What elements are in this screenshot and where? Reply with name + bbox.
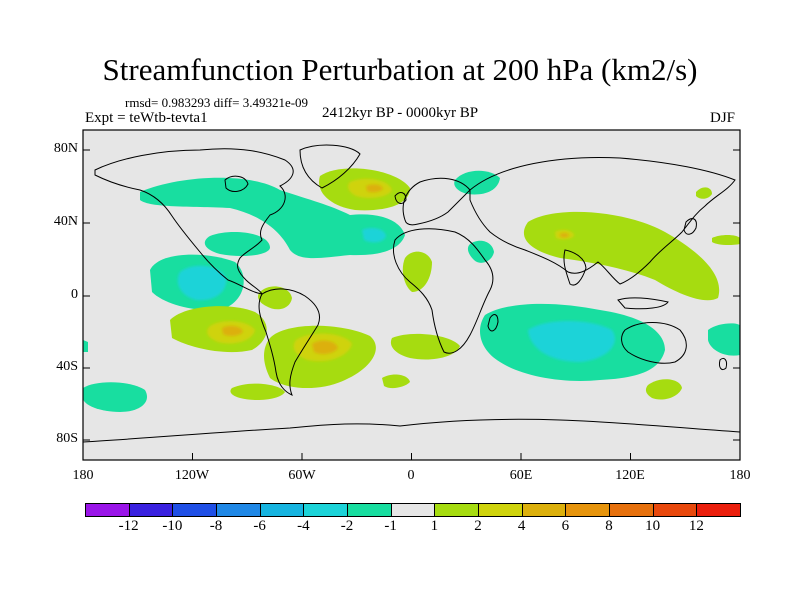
coastline-australia — [621, 322, 687, 364]
y-tick-label: 40N — [53, 214, 78, 229]
chart-title: Streamfunction Perturbation at 200 hPa (… — [102, 52, 698, 87]
coastline-north-america — [94, 148, 294, 295]
anomaly-region — [83, 340, 88, 352]
x-tick-label: 120W — [174, 468, 210, 483]
anomaly-region — [204, 232, 270, 256]
anomaly-region — [696, 187, 712, 199]
colorbar-swatch — [521, 503, 567, 517]
coastline-uk — [394, 192, 407, 204]
anomaly-region — [454, 170, 500, 195]
anomaly-region — [140, 177, 405, 259]
colorbar-swatch — [128, 503, 174, 517]
colorbar-label: 2 — [474, 518, 482, 534]
y-tick-label: 80N — [53, 141, 78, 156]
colorbar-swatch — [434, 503, 479, 517]
colorbar-swatch — [216, 503, 261, 517]
x-tick-label: 180 — [72, 468, 94, 483]
anomaly-region — [230, 383, 285, 400]
stats-label: rmsd= 0.983293 diff= 3.49321e-09 — [125, 95, 309, 110]
coastline-indonesia — [617, 297, 669, 310]
colorbar-swatch — [347, 503, 392, 517]
negative-core-regions — [177, 228, 615, 362]
negative-anomaly-regions — [83, 170, 740, 412]
colorbar-swatch — [303, 503, 348, 517]
anomaly-region — [708, 323, 740, 356]
colorbar-swatch — [259, 503, 305, 517]
colorbar-swatch — [85, 503, 130, 517]
coastline-south-america — [258, 288, 320, 396]
coastline-asia — [469, 157, 736, 285]
colorbar-label: -12 — [118, 518, 139, 534]
colorbar-swatch — [390, 503, 436, 517]
colorbar-swatch — [652, 503, 698, 517]
experiment-label: Expt = teWtb-tevta1 — [85, 110, 208, 126]
colorbar-label: 12 — [688, 518, 704, 534]
coastline-india — [563, 249, 587, 286]
colorbar-label: 8 — [605, 518, 613, 534]
x-tick-label: 0 — [407, 468, 415, 483]
colorbar-swatch — [565, 503, 610, 517]
anomaly-region — [390, 333, 460, 360]
colorbar-label: -8 — [209, 518, 223, 534]
anomaly-core — [177, 265, 227, 301]
anomaly-core — [528, 321, 615, 362]
anomaly-core — [362, 228, 386, 243]
anomaly-region — [83, 382, 148, 412]
x-tick-label: 60W — [288, 468, 316, 483]
coastlines — [83, 144, 740, 443]
colorbar-label: -2 — [340, 518, 354, 534]
x-tick-label: 60E — [509, 468, 533, 483]
colorbar-swatch — [478, 503, 523, 517]
coastline-new-zealand — [719, 357, 727, 371]
x-ticks — [82, 453, 741, 460]
colorbar-label: 4 — [517, 518, 526, 534]
colorbar-label: 1 — [430, 518, 439, 534]
season-label: DJF — [710, 110, 736, 126]
coastline-japan — [683, 218, 697, 235]
y-tick-label: 80S — [56, 431, 78, 446]
anomaly-core — [222, 325, 243, 337]
colorbar-label: 6 — [561, 518, 570, 534]
colorbar-label: -4 — [297, 518, 310, 534]
x-tick-label: 180 — [729, 468, 751, 483]
y-tick-label: 0 — [71, 287, 78, 302]
coastline-antarctica — [83, 418, 740, 443]
colorbar-swatch — [172, 503, 217, 517]
coastline-europe — [402, 177, 471, 226]
y-ticks — [83, 149, 740, 441]
colorbar-label: -10 — [162, 518, 183, 534]
colorbar-swatch — [609, 503, 654, 517]
coastline-hudson-bay — [224, 175, 249, 192]
coastline-madagascar — [487, 314, 499, 332]
anomaly-core — [366, 184, 383, 193]
anomaly-core — [560, 232, 569, 238]
x-tick-label: 120E — [615, 468, 645, 483]
colorbar-swatch — [696, 503, 741, 517]
colorbar-label: -1 — [384, 518, 397, 534]
period-label: 2412kyr BP - 0000kyr BP — [322, 105, 479, 121]
anomaly-region — [645, 379, 682, 400]
anomaly-core — [312, 340, 338, 355]
colorbar-label: -6 — [253, 518, 266, 534]
anomaly-region — [382, 374, 410, 389]
coastline-greenland — [299, 144, 361, 189]
y-tick-label: 40S — [56, 359, 78, 374]
colorbar-label: 10 — [645, 518, 661, 534]
coastline-africa — [393, 228, 494, 354]
positive-high-regions — [222, 184, 569, 355]
anomaly-region — [712, 235, 740, 246]
